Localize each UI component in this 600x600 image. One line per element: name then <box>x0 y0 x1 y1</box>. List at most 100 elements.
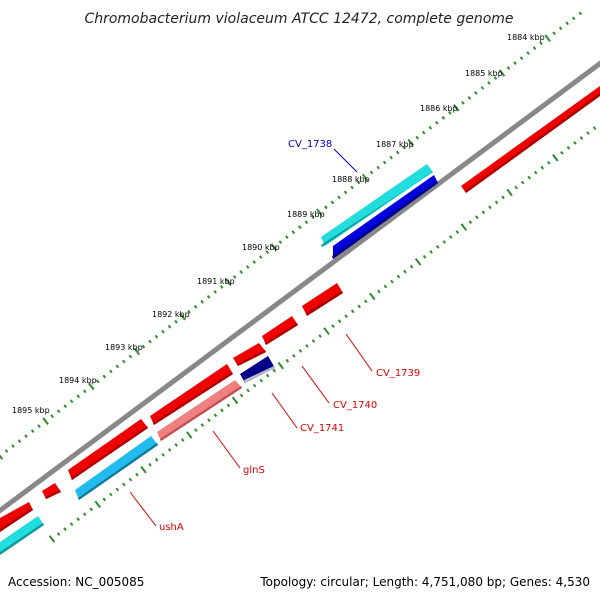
major-tick <box>414 258 422 266</box>
minor-tick <box>474 91 478 95</box>
gene-red-left[interactable] <box>0 502 33 532</box>
minor-tick <box>435 120 439 125</box>
minor-tick <box>11 444 15 448</box>
minor-tick <box>245 265 250 269</box>
gene-red-mid-lower[interactable] <box>68 419 148 480</box>
minor-tick <box>154 334 159 339</box>
tick-label: 1890 kbp <box>242 243 280 252</box>
minor-tick <box>128 477 133 482</box>
minor-tick <box>586 131 590 135</box>
gene-CV_1739[interactable] <box>302 283 343 316</box>
minor-tick <box>291 230 296 235</box>
tick-label: 1885 kbp <box>465 69 503 78</box>
minor-tick <box>532 46 537 51</box>
minor-tick <box>167 324 172 329</box>
minor-tick <box>161 452 165 457</box>
inner-tick-track <box>48 126 597 543</box>
minor-tick <box>547 160 551 165</box>
minor-tick <box>513 61 517 65</box>
minor-tick <box>148 462 152 467</box>
leader-ushA <box>129 491 157 527</box>
gene-ushA[interactable] <box>75 436 158 500</box>
minor-tick <box>69 399 74 404</box>
minor-tick <box>558 26 563 31</box>
gene-red-small[interactable] <box>42 483 61 499</box>
minor-tick <box>494 200 499 205</box>
gene-CV_1740-upper[interactable] <box>262 316 298 345</box>
minor-tick <box>520 180 525 185</box>
gene-label-glnS: glnS <box>243 465 265 476</box>
minor-tick <box>475 215 479 220</box>
minor-tick <box>422 254 427 259</box>
minor-tick <box>82 512 87 517</box>
minor-tick <box>292 353 296 358</box>
minor-tick <box>239 393 244 398</box>
minor-tick <box>311 339 316 343</box>
major-tick <box>48 535 56 543</box>
major-tick <box>94 500 101 509</box>
minor-tick <box>560 150 564 155</box>
minor-tick <box>506 66 511 70</box>
gene-labels: CV_1738 CV_1739 CV_1740 CV_1741 glnS ush… <box>159 139 420 533</box>
tick-label: 1891 kbp <box>197 277 235 286</box>
minor-tick <box>311 215 315 220</box>
gene-CV_1738-blue[interactable] <box>332 175 438 259</box>
minor-tick <box>376 165 380 170</box>
tick-label: 1892 kbp <box>152 310 190 319</box>
minor-tick <box>259 255 263 259</box>
minor-tick <box>389 155 393 160</box>
minor-tick <box>115 487 120 492</box>
gene-CV_1740-lower[interactable] <box>233 343 266 366</box>
kbp-tick-labels: 1884 kbp 1885 kbp 1886 kbp 1887 kbp 1888… <box>12 33 545 415</box>
minor-tick <box>337 319 342 324</box>
minor-tick <box>402 145 406 150</box>
gene-CV_1741[interactable] <box>240 356 275 383</box>
gene-cyan-left[interactable] <box>0 516 44 555</box>
gene-red-right[interactable] <box>461 86 600 193</box>
minor-tick <box>592 126 597 130</box>
minor-tick <box>213 413 218 418</box>
minor-tick <box>76 517 80 522</box>
major-tick <box>0 454 4 460</box>
minor-tick <box>174 319 178 324</box>
minor-tick <box>200 299 204 304</box>
gene-glnS[interactable] <box>157 380 242 441</box>
minor-tick <box>350 309 355 314</box>
minor-tick <box>493 76 498 80</box>
major-tick <box>506 188 513 197</box>
minor-tick <box>330 200 335 205</box>
gene-label-CV_1738: CV_1738 <box>288 139 332 150</box>
genome-summary-text: Topology: circular; Length: 4,751,080 bp… <box>259 575 590 589</box>
major-tick <box>88 382 95 391</box>
minor-tick <box>63 527 67 531</box>
major-tick <box>453 104 460 112</box>
minor-tick <box>331 324 335 329</box>
minor-tick <box>468 220 473 225</box>
minor-tick <box>305 344 309 348</box>
minor-tick <box>409 264 414 269</box>
minor-tick <box>552 31 556 36</box>
accession-text: Accession: NC_005085 <box>8 575 144 589</box>
minor-tick <box>285 358 290 363</box>
major-tick <box>231 396 239 405</box>
minor-tick <box>356 180 361 185</box>
minor-tick <box>115 364 120 369</box>
minor-tick <box>154 457 159 462</box>
minor-tick <box>578 11 582 16</box>
minor-tick <box>395 150 400 155</box>
major-tick <box>316 208 323 217</box>
minor-tick <box>219 285 224 289</box>
major-tick <box>270 243 278 251</box>
major-tick <box>323 327 330 335</box>
tick-label: 1893 kbp <box>105 343 143 352</box>
minor-tick <box>467 95 472 100</box>
leader-CV_1738 <box>333 148 358 173</box>
gene-CV_1738[interactable] <box>321 164 433 247</box>
minor-tick <box>481 210 486 215</box>
minor-tick <box>252 260 256 264</box>
gene-red-mid-upper[interactable] <box>150 364 233 425</box>
minor-tick <box>102 497 107 502</box>
minor-tick <box>187 309 191 314</box>
minor-tick <box>161 329 165 334</box>
major-tick <box>225 278 232 286</box>
